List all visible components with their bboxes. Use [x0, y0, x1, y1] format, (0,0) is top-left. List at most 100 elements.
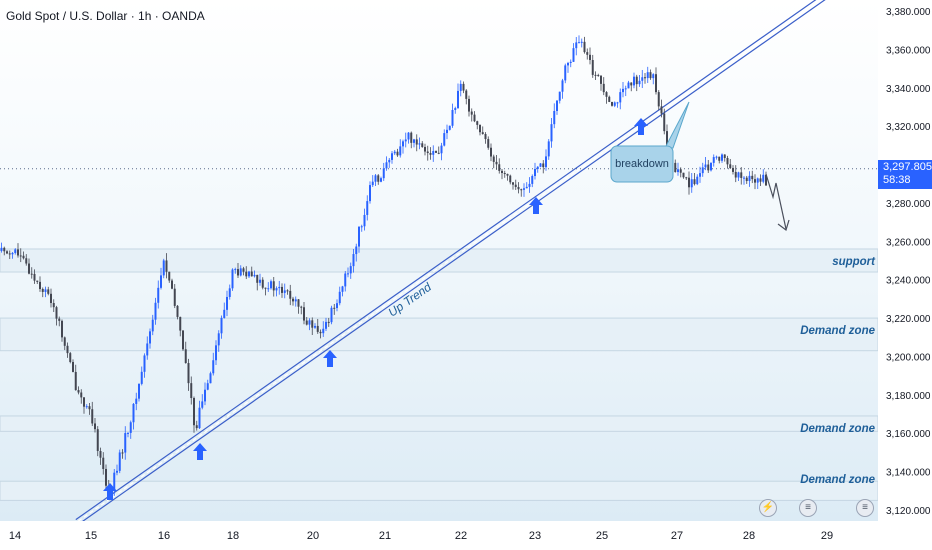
candle-body: [341, 286, 344, 292]
candle-body: [448, 125, 451, 130]
candle-body: [470, 111, 473, 115]
candle-body: [83, 397, 85, 407]
candle-body: [490, 147, 492, 157]
candle-body: [242, 268, 245, 272]
candle-body: [495, 161, 498, 165]
candle-body: [264, 287, 267, 289]
candle-body: [366, 201, 369, 215]
trendline-lower: [80, 0, 826, 524]
candle-body: [421, 143, 424, 147]
candle-body: [693, 179, 696, 185]
candle-body: [580, 41, 583, 43]
us-flag-icon[interactable]: ≡: [799, 499, 817, 517]
candle-body: [759, 178, 762, 182]
candle-body: [476, 121, 479, 125]
candle-body: [550, 124, 553, 142]
y-tick-label: 3,380.000: [886, 7, 931, 18]
candle-body: [184, 349, 187, 364]
candle-body: [479, 124, 481, 133]
candle-body: [424, 146, 426, 152]
us-flag-icon[interactable]: ≡: [856, 499, 874, 517]
candle-body: [105, 468, 107, 486]
y-tick-label: 3,320.000: [886, 122, 931, 133]
candle-body: [459, 83, 462, 91]
candle-body: [710, 162, 712, 171]
candle-body: [666, 131, 668, 148]
candle-body: [712, 157, 715, 163]
candle-body: [96, 429, 99, 451]
candle-body: [622, 88, 624, 93]
candle-body: [61, 320, 63, 338]
candle-body: [399, 146, 402, 156]
candle-body: [600, 75, 602, 84]
breakdown-callout: [610, 145, 674, 183]
candle-body: [171, 280, 173, 289]
candle-body: [124, 433, 127, 453]
candle-body: [528, 183, 531, 187]
candle-body: [149, 331, 151, 344]
candle-body: [556, 100, 558, 111]
candle-body: [344, 273, 347, 287]
candle-body: [657, 92, 660, 107]
projection-arrowhead: [777, 219, 790, 231]
candle-body: [28, 263, 30, 274]
candle-body: [248, 271, 250, 277]
candle-body: [8, 253, 11, 255]
candle-body: [121, 452, 124, 454]
candle-body: [608, 96, 611, 102]
candle-body: [135, 398, 138, 404]
candle-body: [743, 177, 745, 179]
candle-body: [195, 425, 198, 429]
candle-body: [316, 325, 319, 332]
x-tick-label: 14: [9, 530, 21, 542]
candle-body: [745, 177, 748, 182]
breakdown-callout-label: breakdown: [615, 158, 669, 170]
candle-body: [721, 154, 723, 161]
candle-body: [586, 52, 589, 55]
candle-body: [289, 290, 292, 299]
candle-body: [633, 76, 635, 86]
candle-body: [553, 110, 556, 125]
candle-body: [261, 279, 264, 288]
candle-body: [193, 398, 195, 426]
candle-body: [322, 328, 325, 334]
candle-body: [311, 320, 314, 328]
candle-body: [534, 169, 536, 177]
candle-body: [457, 90, 459, 109]
candle-body: [58, 318, 61, 321]
candle-body: [52, 303, 55, 308]
candle-body: [380, 178, 382, 182]
y-tick-label: 3,260.000: [886, 237, 931, 248]
candle-body: [132, 403, 135, 423]
candle-body: [402, 141, 404, 147]
up-arrow-marker: [529, 197, 543, 214]
candle-body: [517, 186, 520, 190]
candle-body: [270, 281, 272, 289]
candle-body: [3, 247, 6, 252]
candle-body: [514, 184, 517, 187]
candle-body: [443, 133, 446, 146]
candle-body: [583, 41, 586, 53]
candle-body: [190, 383, 193, 399]
candle-body: [168, 271, 171, 281]
x-tick-label: 23: [529, 530, 541, 542]
candle-body: [217, 333, 220, 346]
candle-body: [737, 172, 740, 178]
x-tick-label: 16: [158, 530, 170, 542]
candle-body: [707, 164, 710, 171]
candle-body: [564, 65, 567, 81]
candle-body: [690, 179, 693, 188]
candle-body: [234, 269, 237, 271]
candle-body: [509, 175, 512, 183]
candle-body: [677, 169, 679, 173]
candle-body: [591, 60, 594, 75]
candle-body: [336, 303, 338, 309]
lightning-icon[interactable]: ⚡: [759, 499, 777, 517]
candle-body: [492, 156, 495, 162]
candle-body: [300, 306, 303, 308]
candle-body: [165, 260, 168, 272]
zone-band: [0, 317, 879, 352]
candle-body: [179, 316, 182, 331]
candle-body: [635, 76, 638, 85]
